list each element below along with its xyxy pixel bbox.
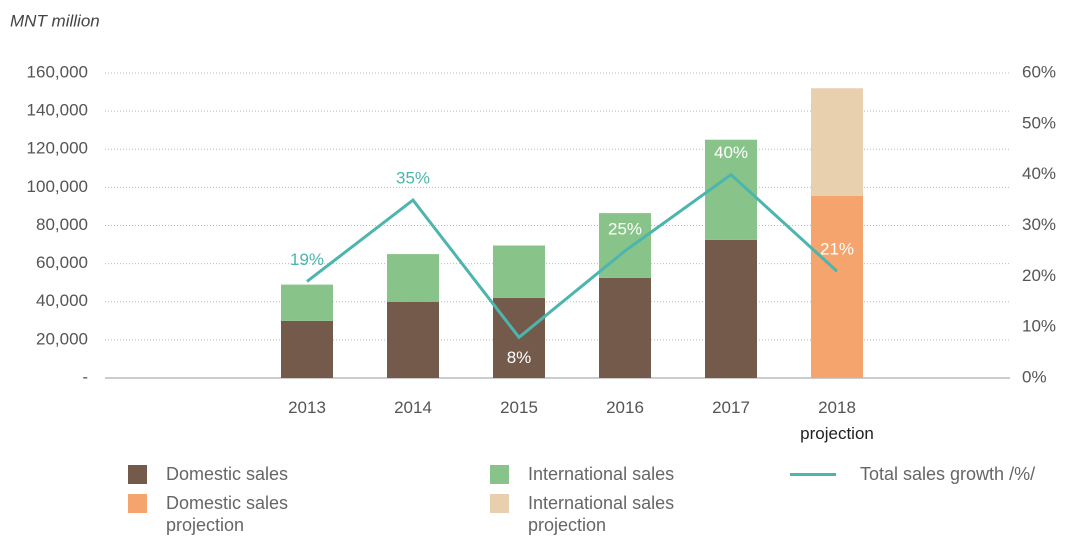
bar (281, 284, 333, 321)
data-label: 21% (820, 240, 854, 259)
y-tick-label: 20,000 (36, 329, 88, 348)
y2-tick-label: 30% (1022, 215, 1056, 234)
legend-swatch (128, 465, 147, 484)
y-tick-label: - (82, 367, 88, 386)
x-tick-label: 2018 projection (800, 398, 874, 443)
y-tick-label: 160,000 (27, 62, 88, 81)
x-tick-label: 2014 (394, 398, 432, 417)
legend-label: Domestic sales (166, 464, 289, 484)
line (306, 172, 839, 340)
y-tick-label: 80,000 (36, 215, 88, 234)
data-label: 35% (396, 169, 430, 188)
legend-swatch (790, 473, 836, 476)
x-tick-label: 2013 (288, 398, 326, 417)
y-axis-label: MNT million (10, 11, 100, 30)
y2-tick-label: 50% (1022, 113, 1056, 132)
legend-item: Domestic sales (128, 463, 288, 485)
legend-label: International sales (528, 464, 675, 484)
y-tick-label: 40,000 (36, 291, 88, 310)
legend-label: International sales projection (528, 493, 675, 535)
bar (599, 213, 651, 278)
x-tick-label: 2016 (606, 398, 644, 417)
bar (281, 320, 333, 378)
legend-swatch (128, 494, 147, 513)
data-label: 8% (507, 348, 532, 367)
bar (387, 254, 439, 302)
legend-item: Domestic sales projection (128, 492, 326, 536)
bar (599, 277, 651, 378)
y2-tick-label: 0% (1022, 367, 1047, 386)
legend-item: Total sales growth /%/ (790, 463, 1035, 485)
bar (493, 245, 545, 298)
y-tick-label: 140,000 (27, 101, 88, 120)
legend-label: Total sales growth /%/ (860, 464, 1036, 484)
bar (811, 88, 863, 196)
legend-swatch (490, 494, 509, 513)
y2-tick-label: 10% (1022, 317, 1056, 336)
y-tick-label: 100,000 (27, 177, 88, 196)
x-tick-label: 2015 (500, 398, 538, 417)
y2-tick-label: 60% (1022, 62, 1056, 81)
bar (705, 239, 757, 378)
data-label: 25% (608, 219, 642, 238)
bar (387, 301, 439, 378)
y-tick-label: 60,000 (36, 253, 88, 272)
legend-item: International sales projection (490, 492, 688, 536)
legend-label: Domestic sales projection (166, 493, 289, 535)
y2-tick-label: 20% (1022, 266, 1056, 285)
y-tick-label: 120,000 (27, 139, 88, 158)
legend-item: International sales (490, 463, 674, 485)
data-label: 40% (714, 143, 748, 162)
data-label: 19% (290, 250, 324, 269)
y2-tick-label: 40% (1022, 164, 1056, 183)
bar (811, 195, 863, 378)
legend-swatch (490, 465, 509, 484)
x-tick-label: 2017 (712, 398, 750, 417)
